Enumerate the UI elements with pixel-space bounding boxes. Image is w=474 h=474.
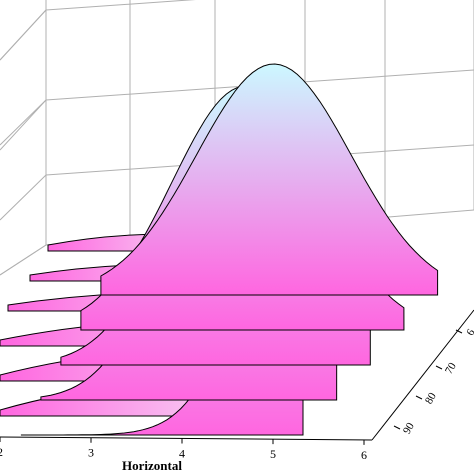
- x-tick-label-0: 2: [0, 445, 3, 459]
- grid-back-horizontal-0: [45, 0, 196, 11]
- grid-left-horizontal-3: [0, 244, 47, 276]
- depth-tick-label-1: 70: [443, 360, 459, 376]
- depth-tick-label-2: 80: [423, 390, 439, 406]
- x-tick-label-2: 4: [179, 446, 185, 460]
- depth-tick-1: [435, 365, 443, 370]
- series-curves: [20, 63, 439, 436]
- depth-tick-0: [455, 329, 463, 334]
- depth-tick-3: [393, 425, 401, 430]
- series-curve-0: [100, 63, 439, 296]
- depth-tick-label-3: 90: [401, 420, 417, 436]
- grid-left-diagonal: [0, 99, 47, 146]
- depth-tick-label-0: 6: [464, 327, 474, 338]
- x-tick-label-1: 3: [88, 446, 94, 460]
- depth-tick-2: [415, 395, 423, 400]
- grid-left-horizontal-2: [0, 174, 47, 221]
- x-axis-title: Horizontal: [122, 458, 182, 473]
- x-axis: 2 3 4 5 6: [0, 436, 373, 462]
- grid-left-horizontal-1: [0, 99, 47, 151]
- x-tick-label-4: 6: [361, 448, 367, 462]
- x-tick-label-3: 5: [270, 447, 276, 461]
- grid-left-horizontal-0: [0, 9, 47, 61]
